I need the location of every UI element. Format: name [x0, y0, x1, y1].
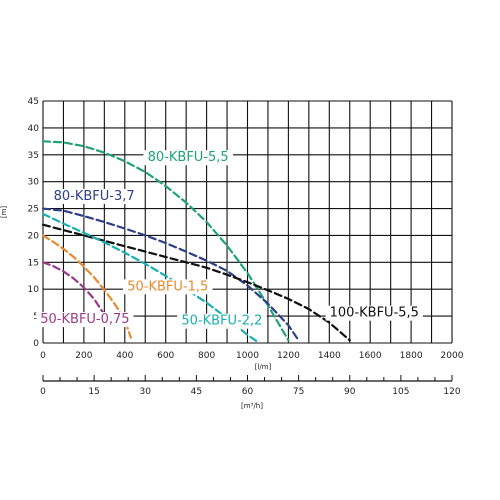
series-label-bg: [122, 279, 213, 295]
series-label-bg: [325, 305, 423, 321]
primary-x-tick-labels: 0 200 400 600 800 1000 1200 1400 1600 1800 2000: [40, 351, 464, 361]
x-tick-label: 1600: [359, 351, 382, 361]
y-tick-label: 25: [28, 205, 39, 215]
series-label: 80-KBFU-5,5: [148, 150, 229, 165]
secondary-x-axis: 0 15 30 45 60 75 90 105 120: [40, 375, 461, 397]
series-lines: [41, 140, 351, 343]
secondary-x-tick-label: 105: [392, 387, 409, 397]
series-label-bg: [36, 312, 134, 328]
y-tick-label: 15: [28, 258, 39, 268]
y-tick-label: 5: [33, 312, 39, 322]
x-tick-label: 1000: [236, 351, 259, 361]
secondary-x-tick-label: 0: [40, 387, 46, 397]
y-axis-label: [m]: [0, 206, 8, 219]
series-label-bg: [177, 313, 267, 329]
series-line: [41, 207, 300, 342]
secondary-x-tick-label: 15: [88, 387, 99, 397]
x-tick-label: 0: [40, 351, 46, 361]
y-tick-label: 0: [33, 339, 39, 349]
secondary-x-tick-label: 60: [242, 387, 254, 397]
series-label: 100-KBFU-5,5: [330, 306, 419, 321]
series-labels: 80-KBFU-5,5 80-KBFU-3,7 100-KBFU-5,5 50-KBF…: [36, 150, 423, 329]
series-label: 50-KBFU-1,5: [127, 279, 208, 294]
y-tick-label: 45: [28, 97, 39, 107]
series-label: 80-KBFU-3,7: [54, 189, 135, 204]
y-tick-label: 40: [28, 124, 40, 134]
secondary-x-tick-label: 75: [293, 387, 304, 397]
y-tick-label: 35: [28, 151, 39, 161]
series-label-bg: [143, 150, 233, 166]
series-line: [41, 223, 351, 342]
x-tick-label: 2000: [441, 351, 464, 361]
x-tick-label: 800: [198, 351, 215, 361]
series-line: [41, 140, 290, 342]
series-line: [41, 234, 132, 339]
y-tick-label: 30: [28, 178, 40, 188]
series-line: [41, 261, 110, 326]
secondary-x-tick-label: 120: [443, 387, 460, 397]
x-tick-label: 200: [75, 351, 92, 361]
series-label: 50-KBFU-0,75: [40, 312, 129, 327]
x-tick-label: 1800: [400, 351, 423, 361]
x-tick-label: 600: [157, 351, 174, 361]
series-label-bg: [49, 188, 139, 204]
series-label: 50-KBFU-2,2: [181, 314, 262, 329]
primary-x-axis-label: [l/m]: [255, 363, 272, 371]
y-tick-label: 10: [28, 285, 40, 295]
secondary-x-tick-label: 30: [140, 387, 152, 397]
secondary-x-tick-label: 90: [344, 387, 356, 397]
secondary-x-axis-label: [m³/h]: [241, 402, 263, 410]
x-tick-label: 400: [116, 351, 133, 361]
x-tick-label: 1400: [318, 351, 341, 361]
x-tick-label: 1200: [277, 351, 300, 361]
y-tick-label: 20: [28, 231, 40, 241]
secondary-x-tick-label: 45: [191, 387, 202, 397]
y-tick-labels: 0 5 10 15 20 25 30 35 40 45: [28, 97, 40, 349]
